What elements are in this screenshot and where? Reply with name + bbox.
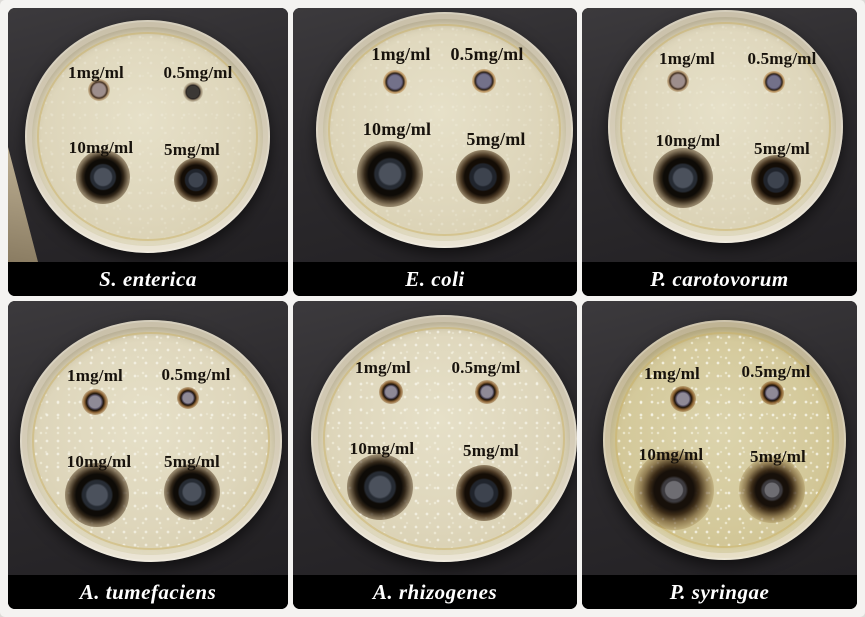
agar-surface [610,327,839,553]
panel-e-coli: 1mg/ml 0.5mg/ml 10mg/ml 5mg/ml E. coli [293,8,577,296]
well-1mg [82,389,108,415]
well-5mg-inhibition-zone [164,464,220,520]
conc-label-10mg: 10mg/ml [68,138,134,157]
well-10mg-inhibition-zone [357,141,423,207]
species-label: P. carotovorum [582,262,857,296]
conc-label-1mg: 1mg/ml [644,364,700,383]
well-10mg-inhibition-zone [76,150,130,204]
petri-dish [25,20,270,253]
agar-surface [615,17,836,236]
well-5mg-inhibition-zone [456,465,512,521]
well-0p5mg [177,387,199,409]
well-1mg [88,79,110,101]
conc-label-0p5mg: 0.5mg/ml [451,358,521,377]
petri-dish-photo: 1mg/ml 0.5mg/ml 10mg/ml 5mg/ml [582,301,857,575]
panel-s-enterica: 1mg/ml 0.5mg/ml 10mg/ml 5mg/ml S. enteri… [8,8,288,296]
conc-label-5mg: 5mg/ml [164,452,220,471]
conc-label-0p5mg: 0.5mg/ml [163,63,233,82]
petri-dish [311,315,577,562]
well-5mg-inhibition-zone [739,457,805,523]
petri-dish [316,12,573,248]
well-10mg-inhibition-zone [347,454,413,520]
conc-label-1mg: 1mg/ml [371,44,431,64]
species-label: S. enterica [8,262,288,296]
conc-label-5mg: 5mg/ml [466,129,526,149]
conc-label-10mg: 10mg/ml [362,119,432,139]
well-0p5mg [183,82,203,102]
petri-dish [20,320,282,562]
conc-label-1mg: 1mg/ml [355,358,411,377]
conc-label-0p5mg: 0.5mg/ml [741,362,811,381]
agar-surface [32,27,263,246]
agar-surface [27,327,275,555]
panel-a-tumefaciens: 1mg/ml 0.5mg/ml 10mg/ml 5mg/ml A. tumefa… [8,301,288,609]
conc-label-10mg: 10mg/ml [349,439,415,458]
well-0p5mg [760,381,784,405]
well-1mg [383,70,407,94]
petri-dish-photo: 1mg/ml 0.5mg/ml 10mg/ml 5mg/ml [8,8,288,262]
panel-a-rhizogenes: 1mg/ml 0.5mg/ml 10mg/ml 5mg/ml A. rhizog… [293,301,577,609]
petri-dish-photo: 1mg/ml 0.5mg/ml 10mg/ml 5mg/ml [582,8,857,262]
petri-dish-photo: 1mg/ml 0.5mg/ml 10mg/ml 5mg/ml [293,8,577,262]
well-0p5mg [472,69,496,93]
well-10mg-inhibition-zone [653,148,713,208]
well-10mg-inhibition-zone [65,463,129,527]
species-label: P. syringae [582,575,857,609]
conc-label-5mg: 5mg/ml [463,441,519,460]
conc-label-1mg: 1mg/ml [659,49,715,68]
panel-p-syringae: 1mg/ml 0.5mg/ml 10mg/ml 5mg/ml P. syring… [582,301,857,609]
well-1mg [667,70,689,92]
conc-label-10mg: 10mg/ml [655,131,721,150]
conc-label-10mg: 10mg/ml [638,445,704,464]
petri-dish [603,320,846,560]
conc-label-0p5mg: 0.5mg/ml [161,365,231,384]
conc-label-5mg: 5mg/ml [750,447,806,466]
conc-label-0p5mg: 0.5mg/ml [747,49,817,68]
species-label: A. tumefaciens [8,575,288,609]
petri-dish-photo: 1mg/ml 0.5mg/ml 10mg/ml 5mg/ml [293,301,577,575]
well-5mg-inhibition-zone [456,150,510,204]
conc-label-1mg: 1mg/ml [67,366,123,385]
well-0p5mg [475,380,499,404]
petri-dish [608,10,843,243]
well-1mg [379,380,403,404]
species-label: E. coli [293,262,577,296]
well-5mg-inhibition-zone [751,155,801,205]
conc-label-1mg: 1mg/ml [68,63,124,82]
well-0p5mg [763,71,785,93]
conc-label-10mg: 10mg/ml [66,452,132,471]
conc-label-0p5mg: 0.5mg/ml [450,44,524,64]
well-1mg [670,386,696,412]
panel-p-carotovorum: 1mg/ml 0.5mg/ml 10mg/ml 5mg/ml P. caroto… [582,8,857,296]
well-5mg-inhibition-zone [174,158,218,202]
conc-label-5mg: 5mg/ml [164,140,220,159]
petri-dish-photo: 1mg/ml 0.5mg/ml 10mg/ml 5mg/ml [8,301,288,575]
conc-label-5mg: 5mg/ml [754,139,810,158]
species-label: A. rhizogenes [293,575,577,609]
agar-surface [323,19,566,241]
agar-surface [318,322,570,555]
well-10mg-inhibition-zone [634,450,714,530]
